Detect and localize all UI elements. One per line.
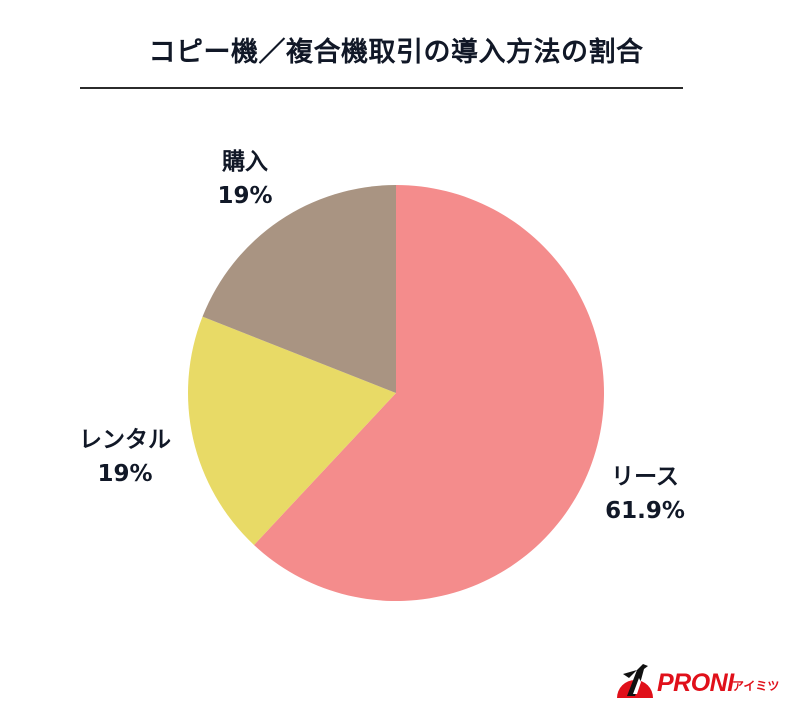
label-purchase-value: 19% xyxy=(217,183,273,209)
pie-slice-0 xyxy=(253,185,605,601)
label-lease-name: リース xyxy=(611,464,679,490)
label-lease: リース 61.9% xyxy=(590,460,700,528)
chart-title: コピー機／複合機取引の導入方法の割合 xyxy=(148,37,644,68)
label-rental-value: 19% xyxy=(97,461,153,487)
label-rental: レンタル 19% xyxy=(60,423,190,491)
logo-sub: アイミツ xyxy=(732,679,780,693)
label-lease-value: 61.9% xyxy=(605,498,685,524)
penguin-logo-icon xyxy=(617,664,653,698)
pie-slice-2 xyxy=(202,185,396,393)
logo-brand: PRONI xyxy=(657,669,734,697)
title-divider xyxy=(80,87,683,89)
label-purchase: 購入 19% xyxy=(200,145,290,213)
proni-logo: PRONI アイミツ xyxy=(615,660,785,698)
label-rental-name: レンタル xyxy=(79,427,171,453)
pie-slice-1 xyxy=(187,316,396,545)
label-purchase-name: 購入 xyxy=(222,149,268,175)
